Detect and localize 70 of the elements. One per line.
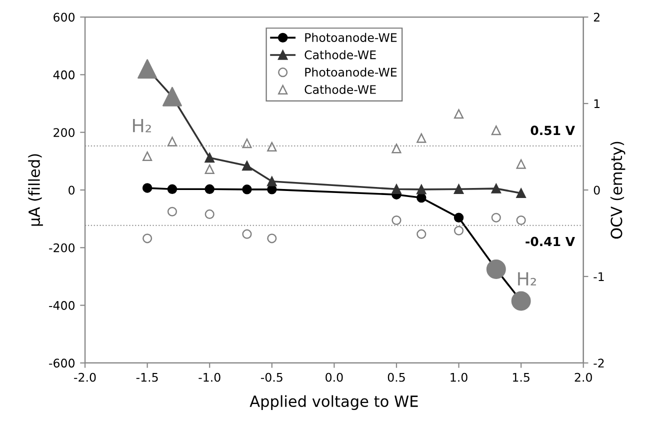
- x-tick-label: 0.5: [388, 372, 405, 382]
- point: [491, 184, 502, 194]
- point: [242, 184, 252, 194]
- x-tick-label: 0.0: [326, 372, 343, 382]
- y2-tick-label: 2: [594, 12, 600, 22]
- point: [242, 229, 252, 239]
- point: [454, 109, 464, 119]
- x-tick-label: -2.0: [74, 372, 96, 382]
- legend-label: Cathode-WE: [304, 84, 376, 94]
- point: [167, 136, 178, 146]
- point: [204, 152, 214, 163]
- point: [242, 160, 252, 171]
- point: [454, 212, 464, 223]
- point: [267, 142, 277, 152]
- point: [204, 164, 214, 174]
- point: [392, 144, 402, 154]
- point: [454, 184, 464, 194]
- ref-line-label: 0.51 V: [530, 126, 575, 136]
- point: [142, 234, 152, 244]
- point: [454, 226, 464, 236]
- point: [416, 192, 426, 203]
- point: [267, 234, 277, 244]
- point: [142, 183, 152, 193]
- ref-line-label: -0.41 V: [526, 236, 575, 246]
- y-tick-label: 0: [68, 186, 75, 195]
- y-tick-label: 400: [53, 70, 75, 80]
- point: [167, 184, 178, 194]
- point: [491, 126, 501, 136]
- point: [138, 59, 158, 79]
- y2-tick-label: -2: [594, 358, 604, 368]
- point: [204, 209, 214, 219]
- x-tick-label: 1.5: [512, 373, 530, 382]
- x-tick-label: -1.5: [136, 373, 158, 382]
- point: [511, 291, 531, 311]
- x-tick-label: 1.0: [450, 372, 468, 382]
- point: [416, 184, 426, 194]
- y2-tick-label: 1: [594, 99, 600, 108]
- y2-axis-title: OCV (empty): [610, 142, 626, 239]
- point: [267, 176, 277, 186]
- point: [416, 229, 426, 239]
- legend-label: Photoanode-WE: [305, 68, 397, 77]
- point: [162, 86, 182, 106]
- point: [242, 138, 252, 148]
- x-tick-label: 2.0: [574, 372, 592, 382]
- legend-label: Photoanode-WE: [305, 32, 397, 42]
- point: [491, 212, 501, 222]
- x-tick-label: -0.5: [260, 372, 282, 382]
- point: [204, 184, 214, 194]
- point: [142, 151, 152, 162]
- point: [516, 188, 526, 198]
- y-tick-label: -200: [49, 243, 75, 252]
- point: [392, 184, 402, 194]
- point: [486, 260, 506, 280]
- point: [392, 215, 402, 226]
- y-tick-label: 600: [54, 12, 75, 22]
- legend-label: Cathode-WE: [304, 50, 376, 60]
- y-tick-label: -600: [49, 358, 75, 368]
- point: [416, 133, 426, 143]
- x-tick-label: -1.0: [198, 372, 220, 382]
- point: [167, 206, 178, 216]
- annotation: H₂: [518, 272, 536, 286]
- y-axis-title: μA (filled): [28, 154, 43, 226]
- y2-tick-label: -1: [594, 272, 604, 281]
- y-tick-label: 200: [54, 128, 75, 137]
- point: [516, 215, 526, 226]
- x-axis-title: Applied voltage to WE: [250, 395, 418, 410]
- point: [516, 159, 526, 169]
- annotation: H₂: [133, 118, 151, 132]
- y2-tick-label: 0: [594, 186, 600, 195]
- y-tick-label: -400: [49, 301, 75, 310]
